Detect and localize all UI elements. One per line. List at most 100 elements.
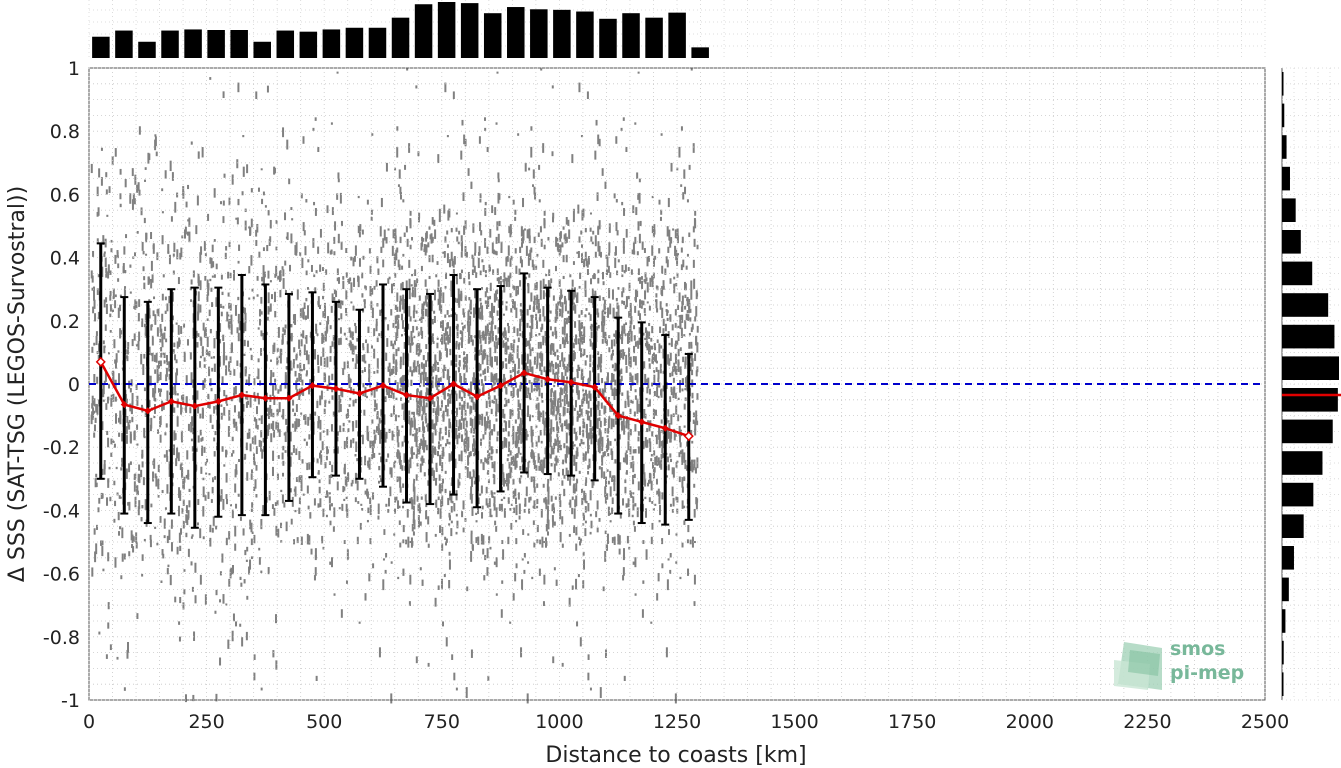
scatter-point — [225, 473, 228, 483]
scatter-point — [677, 359, 680, 371]
scatter-point — [393, 257, 396, 266]
scatter-point — [463, 312, 466, 318]
scatter-point — [319, 264, 322, 272]
scatter-point — [284, 324, 287, 329]
scatter-point — [371, 447, 374, 454]
scatter-point — [438, 431, 441, 441]
scatter-point — [642, 540, 645, 544]
scatter-point — [127, 346, 130, 350]
scatter-point — [546, 505, 549, 515]
scatter-point — [298, 507, 301, 514]
scatter-point — [472, 435, 475, 438]
scatter-point — [289, 431, 292, 442]
scatter-point — [454, 458, 457, 469]
scatter-point — [636, 251, 639, 256]
scatter-point — [611, 497, 614, 505]
scatter-point — [471, 269, 474, 276]
scatter-point — [544, 330, 547, 341]
scatter-point — [538, 410, 541, 422]
scatter-point — [382, 558, 385, 561]
scatter-point — [504, 277, 507, 282]
scatter-point — [104, 238, 107, 248]
scatter-point — [202, 506, 205, 517]
scatter-point — [681, 500, 684, 509]
scatter-point — [548, 269, 551, 276]
scatter-point — [173, 342, 176, 348]
scatter-point — [516, 348, 519, 359]
scatter-point — [105, 172, 108, 178]
scatter-point — [456, 298, 459, 304]
scatter-point — [262, 437, 265, 443]
scatter-point — [655, 367, 658, 372]
scatter-point — [666, 317, 669, 322]
scatter-point — [552, 411, 555, 416]
scatter-point — [615, 136, 618, 144]
scatter-point — [246, 396, 249, 400]
scatter-point — [561, 480, 564, 486]
scatter-point — [527, 283, 530, 294]
scatter-point — [133, 198, 136, 205]
scatter-point — [341, 300, 344, 306]
scatter-point — [93, 294, 96, 301]
scatter-point — [503, 508, 506, 518]
scatter-point — [475, 520, 478, 523]
scatter-point — [597, 134, 600, 145]
scatter-point — [588, 380, 591, 386]
scatter-point — [296, 377, 299, 383]
scatter-point — [409, 366, 412, 373]
scatter-point — [586, 260, 589, 268]
scatter-point — [581, 497, 584, 506]
scatter-point — [422, 238, 425, 242]
scatter-point — [427, 302, 430, 313]
scatter-point — [443, 390, 446, 400]
scatter-point — [268, 423, 271, 430]
scatter-point — [214, 610, 217, 614]
scatter-point — [660, 345, 663, 349]
scatter-point — [433, 310, 436, 314]
scatter-point — [159, 516, 162, 523]
scatter-point — [92, 306, 95, 314]
scatter-point — [521, 558, 524, 561]
scatter-point — [403, 302, 406, 309]
scatter-point — [507, 480, 510, 491]
scatter-point — [418, 363, 421, 375]
scatter-point — [581, 334, 584, 338]
scatter-point — [578, 470, 581, 474]
scatter-point — [307, 305, 310, 314]
scatter-point — [587, 654, 590, 660]
scatter-point — [685, 465, 688, 471]
scatter-point — [244, 322, 247, 332]
scatter-point — [482, 548, 485, 555]
scatter-point — [417, 151, 420, 157]
scatter-point — [552, 519, 555, 528]
scatter-point — [422, 437, 425, 443]
scatter-point — [557, 442, 560, 453]
scatter-point — [394, 379, 397, 384]
scatter-point — [300, 339, 303, 347]
scatter-point — [532, 505, 535, 509]
scatter-point — [138, 464, 141, 471]
scatter-point — [409, 244, 412, 250]
scatter-point — [132, 536, 135, 542]
scatter-point — [228, 361, 231, 372]
scatter-point — [561, 242, 564, 248]
scatter-point — [624, 452, 627, 459]
scatter-point — [299, 373, 302, 382]
scatter-point — [555, 308, 558, 314]
scatter-point — [133, 431, 136, 441]
scatter-point — [322, 347, 325, 358]
scatter-point — [413, 304, 416, 312]
scatter-point — [303, 363, 306, 371]
scatter-point — [524, 497, 527, 507]
scatter-point — [373, 408, 376, 412]
scatter-point — [142, 250, 145, 255]
scatter-point — [602, 586, 605, 592]
scatter-point — [339, 300, 342, 309]
scatter-point — [369, 497, 372, 505]
scatter-point — [375, 323, 378, 332]
scatter-point — [521, 433, 524, 443]
scatter-point — [411, 523, 414, 532]
scatter-point — [446, 230, 449, 235]
scatter-point — [578, 367, 581, 371]
scatter-point — [278, 271, 281, 282]
